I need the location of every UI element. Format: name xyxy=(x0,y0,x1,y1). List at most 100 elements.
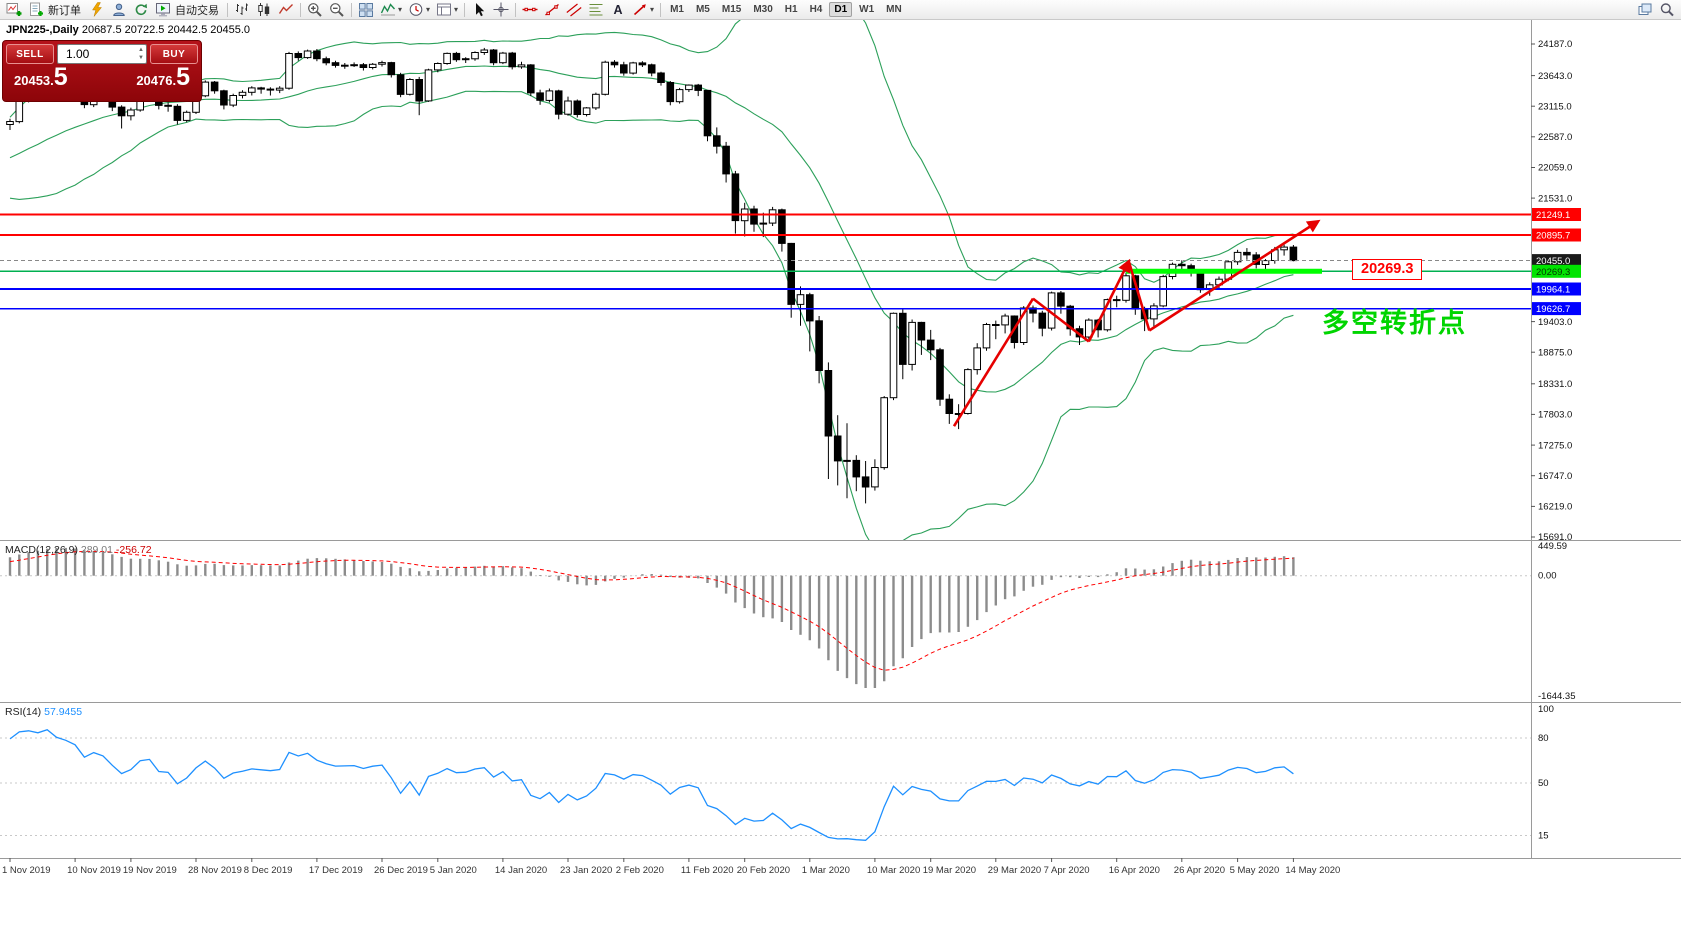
new-order-label: 新订单 xyxy=(48,4,81,17)
chart-title: JPN225-,Daily 20687.5 20722.5 20442.5 20… xyxy=(6,24,250,36)
macd-main-value: 289.01 xyxy=(80,544,113,556)
zoom-out-icon xyxy=(329,2,345,17)
templates-button[interactable]: ▾ xyxy=(433,0,461,20)
svg-text:19 Mar 2020: 19 Mar 2020 xyxy=(923,865,976,876)
time-axis[interactable]: 1 Nov 2019 10 Nov 2019 19 Nov 2019 28 Nov 2… xyxy=(2,858,1340,876)
svg-text:24187.0: 24187.0 xyxy=(1538,39,1572,50)
price-axis[interactable]: 24187.0 23643.0 23115.0 22587.0 22059.0 21531… xyxy=(1531,39,1581,543)
timeframe-d1[interactable]: D1 xyxy=(829,2,853,17)
volume-input[interactable] xyxy=(58,47,128,61)
timeframe-m1[interactable]: M1 xyxy=(670,4,684,15)
fibo-icon xyxy=(588,2,604,17)
search-button[interactable] xyxy=(1656,0,1678,20)
crosshair-button[interactable] xyxy=(490,0,512,20)
toolbar-separator xyxy=(351,2,352,17)
toolbar-separator xyxy=(464,2,466,17)
svg-text:23643.0: 23643.0 xyxy=(1538,71,1572,82)
text-tool-icon: A xyxy=(610,2,626,17)
sell-price[interactable]: 20453. 5 xyxy=(14,63,68,91)
chevron-down-icon[interactable]: ▾ xyxy=(650,4,655,14)
rsi-name: RSI(14) xyxy=(5,706,42,718)
auto-trading-button[interactable]: 自动交易 xyxy=(152,0,224,20)
buy-price[interactable]: 20476. 5 xyxy=(136,63,190,91)
svg-text:21249.1: 21249.1 xyxy=(1536,210,1570,221)
chart-symbol-period: JPN225-,Daily xyxy=(6,24,79,36)
price-level-callout[interactable]: 20269.3 xyxy=(1352,259,1423,280)
rsi-indicator-label: RSI(14) 57.9455 xyxy=(5,706,82,718)
chart-plus-icon xyxy=(6,2,22,17)
turning-point-annotation[interactable]: 多空转折点 xyxy=(1322,308,1467,338)
svg-text:16747.0: 16747.0 xyxy=(1538,471,1572,482)
macd-signal-value: -256.72 xyxy=(115,544,152,556)
buy-button[interactable]: BUY xyxy=(150,44,198,64)
indicators-list-button[interactable]: ▾ xyxy=(377,0,405,20)
line-chart-mode-button[interactable] xyxy=(275,0,297,20)
draw-trendline-button[interactable] xyxy=(541,0,563,20)
timeframe-w1[interactable]: W1 xyxy=(859,4,875,15)
data-window-button[interactable] xyxy=(108,0,130,20)
auto-trading-label: 自动交易 xyxy=(175,4,219,17)
timeframe-m30[interactable]: M30 xyxy=(753,4,773,15)
draw-text-button[interactable]: A xyxy=(607,0,629,20)
rsi-axis: 100 80 50 15 xyxy=(1538,704,1554,842)
bar-chart-mode-button[interactable] xyxy=(231,0,253,20)
sell-button[interactable]: SELL xyxy=(6,44,54,64)
macd-axis: 449.59 0.00 -1644.35 xyxy=(1538,541,1576,702)
zoom-in-button[interactable] xyxy=(304,0,326,20)
timeframe-mn[interactable]: MN xyxy=(886,4,902,15)
macd-histogram xyxy=(8,547,1295,688)
crosshair-icon xyxy=(493,2,509,17)
panel-separators[interactable] xyxy=(0,20,1681,859)
svg-text:15691.0: 15691.0 xyxy=(1538,532,1572,543)
svg-text:22587.0: 22587.0 xyxy=(1538,132,1572,143)
draw-fibonacci-button[interactable] xyxy=(585,0,607,20)
chevron-down-icon[interactable]: ▾ xyxy=(426,4,431,14)
svg-text:16219.0: 16219.0 xyxy=(1538,502,1572,513)
timeframe-m5[interactable]: M5 xyxy=(695,4,710,15)
chart-windows-button[interactable] xyxy=(1634,0,1656,20)
timeframe-h1[interactable]: H1 xyxy=(784,4,798,15)
chevron-down-icon[interactable]: ▾ xyxy=(454,4,459,14)
svg-text:29 Mar 2020: 29 Mar 2020 xyxy=(988,865,1041,876)
timeframe-h4[interactable]: H4 xyxy=(809,4,823,15)
svg-text:100: 100 xyxy=(1538,704,1554,715)
chevron-down-icon[interactable]: ▾ xyxy=(398,4,403,14)
volume-spinner[interactable]: ▲ ▼ xyxy=(138,46,144,62)
svg-text:5 May 2020: 5 May 2020 xyxy=(1230,865,1280,876)
svg-text:1 Nov 2019: 1 Nov 2019 xyxy=(2,865,51,876)
draw-hline-button[interactable] xyxy=(519,0,541,20)
one-click-trading-panel: SELL ▲▼ BUY 20453.5 20476.5 xyxy=(2,40,202,102)
svg-text:17803.0: 17803.0 xyxy=(1538,410,1572,421)
zoom-out-button[interactable] xyxy=(326,0,348,20)
svg-text:26 Dec 2019: 26 Dec 2019 xyxy=(374,865,428,876)
spin-up-icon[interactable]: ▲ xyxy=(138,47,144,53)
tile-windows-button[interactable] xyxy=(355,0,377,20)
new-chart-button[interactable] xyxy=(3,0,25,20)
macd-name: MACD(12,26,9) xyxy=(5,544,78,556)
spin-down-icon[interactable]: ▼ xyxy=(138,55,144,61)
candlestick-mode-button[interactable] xyxy=(253,0,275,20)
macd-signal-line xyxy=(9,550,1294,671)
arrow-tool-icon xyxy=(632,2,648,17)
svg-text:26 Apr 2020: 26 Apr 2020 xyxy=(1174,865,1225,876)
rsi-line xyxy=(9,728,1294,841)
refresh-button[interactable] xyxy=(130,0,152,20)
cursor-button[interactable] xyxy=(468,0,490,20)
template-icon xyxy=(436,2,452,17)
trend-arrows[interactable] xyxy=(952,219,1321,427)
svg-text:11 Feb 2020: 11 Feb 2020 xyxy=(681,865,734,876)
bollinger-bands xyxy=(9,20,1294,540)
timeframe-m15[interactable]: M15 xyxy=(721,4,742,15)
draw-channel-button[interactable] xyxy=(563,0,585,20)
svg-text:17275.0: 17275.0 xyxy=(1538,440,1572,451)
svg-text:10 Mar 2020: 10 Mar 2020 xyxy=(867,865,920,876)
svg-text:18331.0: 18331.0 xyxy=(1538,379,1572,390)
market-watch-button[interactable] xyxy=(86,0,108,20)
svg-text:23 Jan 2020: 23 Jan 2020 xyxy=(560,865,612,876)
periods-button[interactable]: ▾ xyxy=(405,0,433,20)
svg-text:80: 80 xyxy=(1538,733,1549,744)
svg-text:19 Nov 2019: 19 Nov 2019 xyxy=(123,865,177,876)
chart-window[interactable]: 24187.0 23643.0 23115.0 22587.0 22059.0 21531… xyxy=(0,20,1681,947)
new-order-button[interactable]: 新订单 xyxy=(25,0,86,20)
draw-arrows-button[interactable]: ▾ xyxy=(629,0,657,20)
